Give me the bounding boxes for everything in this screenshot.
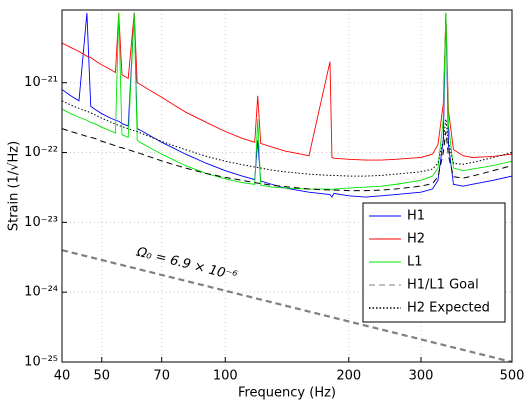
x-tick-label: 500 <box>500 369 525 384</box>
y-tick-label: 10⁻²⁴ <box>24 285 58 300</box>
y-axis-label: Strain (1/√Hz) <box>7 141 22 231</box>
legend-label: H1 <box>407 209 425 224</box>
series-line <box>62 100 512 177</box>
x-tick-label: 40 <box>54 369 71 384</box>
y-tick-label: 10⁻²¹ <box>24 75 58 90</box>
y-tick-label: 10⁻²² <box>24 145 58 160</box>
x-tick-label: 300 <box>409 369 434 384</box>
series-line <box>62 12 512 191</box>
series-line <box>62 128 512 192</box>
x-tick-label: 50 <box>93 369 110 384</box>
x-tick-label: 200 <box>336 369 361 384</box>
x-axis-label: Frequency (Hz) <box>238 386 336 401</box>
y-tick-label: 10⁻²⁵ <box>24 355 58 370</box>
legend-label: H1/L1 Goal <box>407 278 479 293</box>
y-tick-label: 10⁻²³ <box>24 215 58 230</box>
series-line <box>62 12 512 161</box>
legend-label: L1 <box>407 255 423 270</box>
legend-label: H2 <box>407 232 425 247</box>
legend-label: H2 Expected <box>407 301 490 316</box>
reference-line <box>62 249 512 362</box>
plot-frame <box>61 9 513 363</box>
x-tick-label: 70 <box>153 369 170 384</box>
x-tick-label: 100 <box>213 369 238 384</box>
